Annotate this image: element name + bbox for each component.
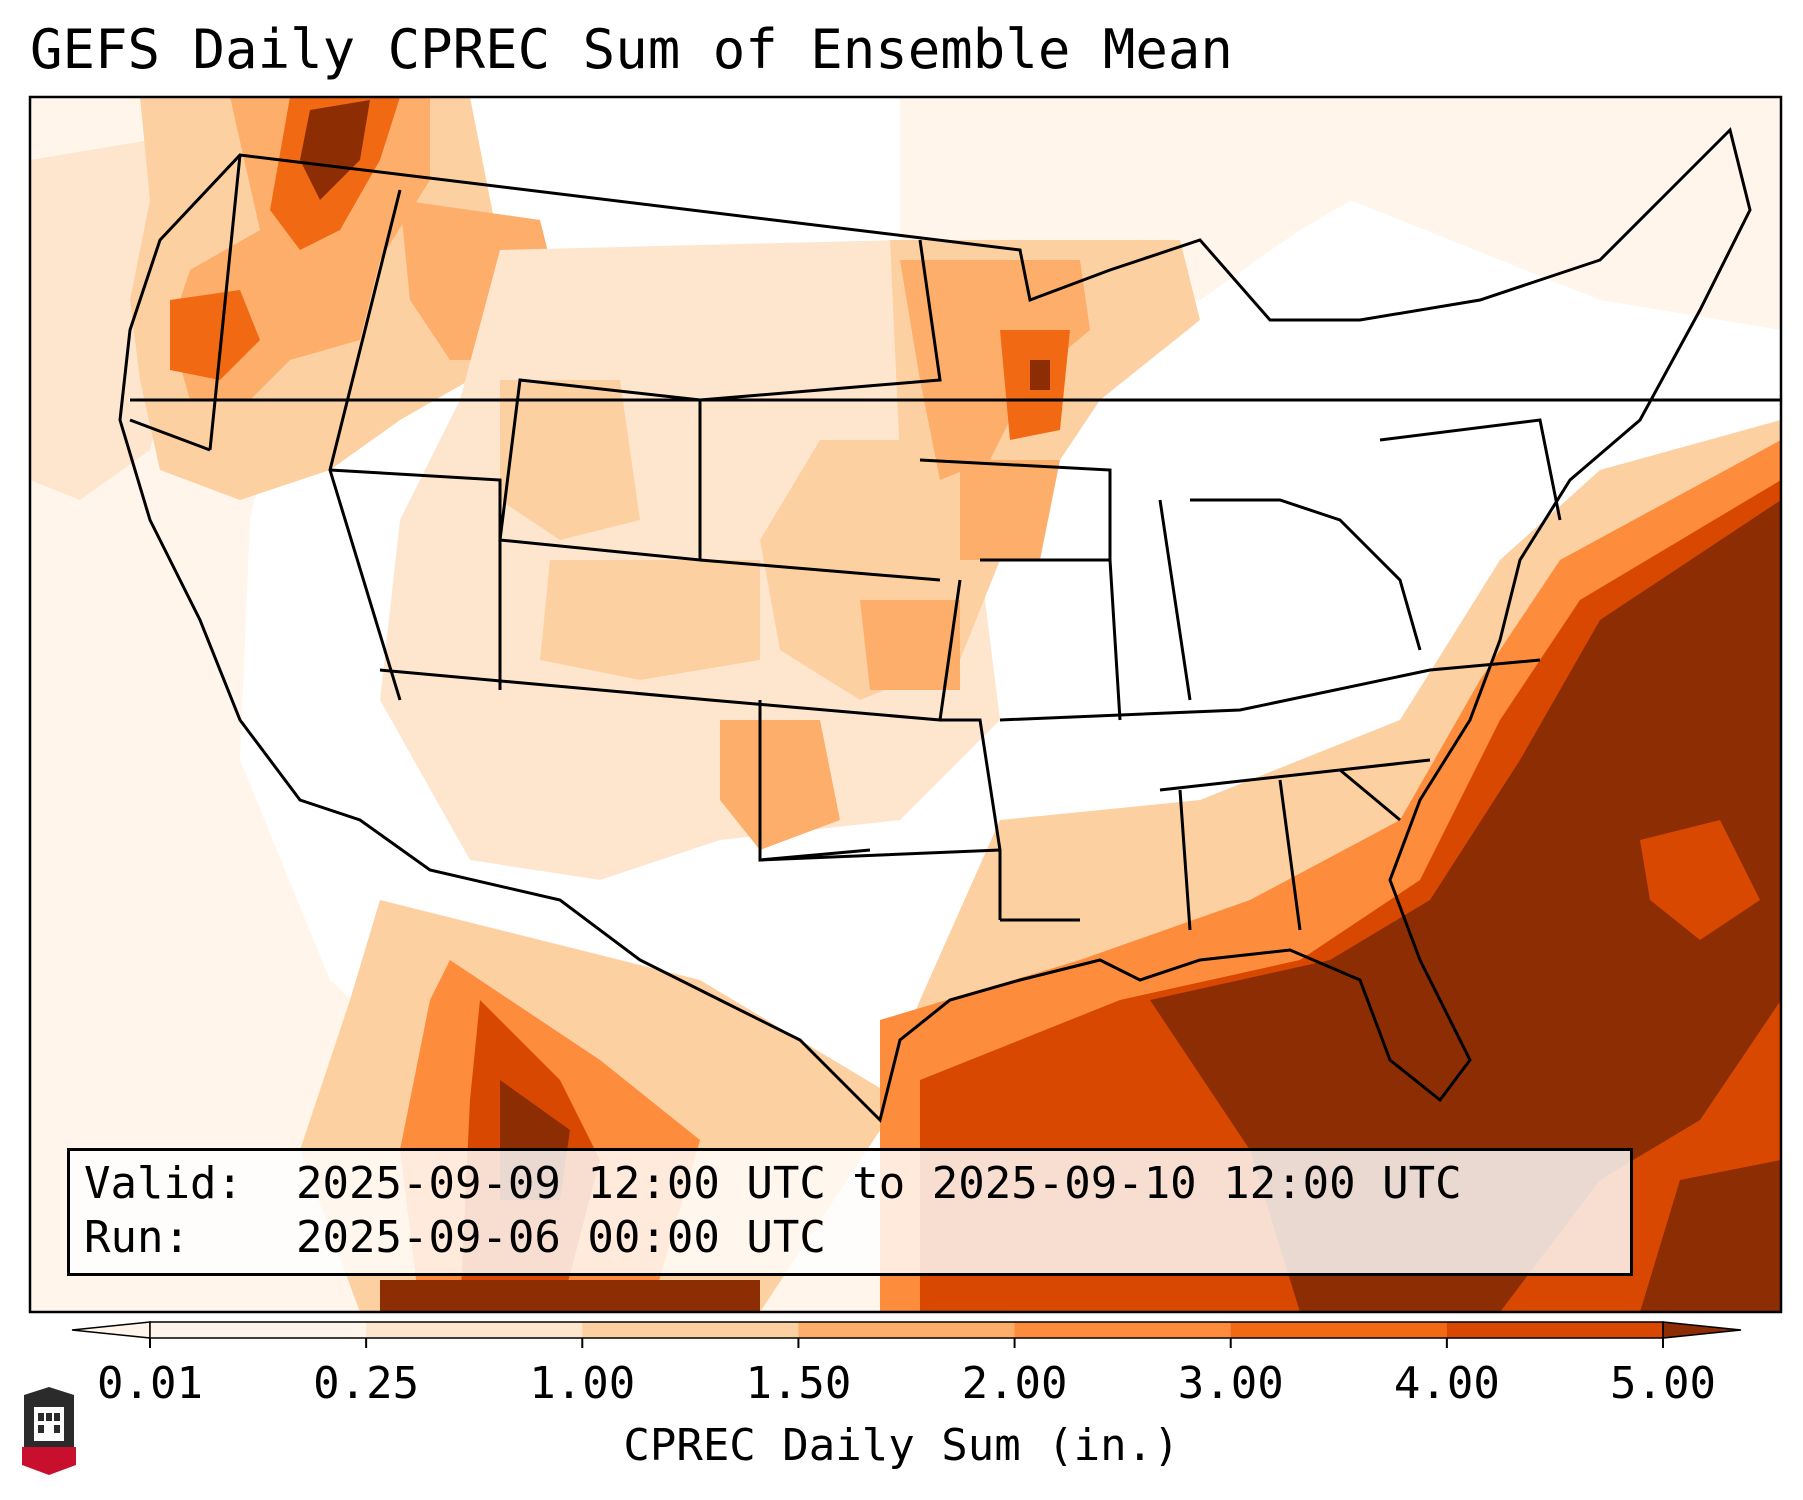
niu-logo	[22, 1387, 76, 1475]
colorbar-segment	[150, 1322, 367, 1338]
colorbar-segment	[582, 1322, 799, 1338]
run-value: 2025-09-06 00:00 UTC	[296, 1212, 826, 1263]
valid-label: Valid:	[84, 1158, 243, 1209]
colorbar-tick-label: 0.01	[97, 1358, 203, 1409]
colorbar	[71, 1321, 1742, 1348]
colorbar-tick-label: 2.00	[961, 1358, 1068, 1409]
map-frame	[28, 95, 1783, 1314]
colorbar-extend-max	[1662, 1321, 1742, 1339]
colorbar-tick-label: 5.00	[1610, 1358, 1716, 1409]
state-boundaries	[118, 127, 1780, 1123]
precip-field	[30, 97, 1781, 1312]
colorbar-label: CPREC Daily Sum (in.)	[623, 1420, 1180, 1471]
valid-run-box: Valid: 2025-09-09 12:00 UTC to 2025-09-10…	[67, 1148, 1633, 1276]
run-label: Run:	[84, 1212, 190, 1263]
valid-value: 2025-09-09 12:00 UTC to 2025-09-10 12:00…	[296, 1158, 1462, 1209]
colorbar-segment	[1014, 1322, 1232, 1338]
colorbar-extend-min	[71, 1321, 151, 1339]
colorbar-tick-label: 1.00	[529, 1358, 636, 1409]
colorbar-segment	[798, 1322, 1016, 1338]
colorbar-outline	[149, 1321, 1664, 1339]
chart-title: GEFS Daily CPREC Sum of Ensemble Mean	[30, 18, 1233, 81]
colorbar-segment	[1230, 1322, 1448, 1338]
colorbar-tick-label: 4.00	[1393, 1358, 1500, 1409]
colorbar-tick-label: 3.00	[1177, 1358, 1284, 1409]
colorbar-segment	[366, 1322, 583, 1338]
colorbar-segment	[1446, 1322, 1664, 1338]
colorbar-tick-label: 1.50	[745, 1358, 852, 1409]
colorbar-tick-label: 0.25	[313, 1358, 420, 1409]
